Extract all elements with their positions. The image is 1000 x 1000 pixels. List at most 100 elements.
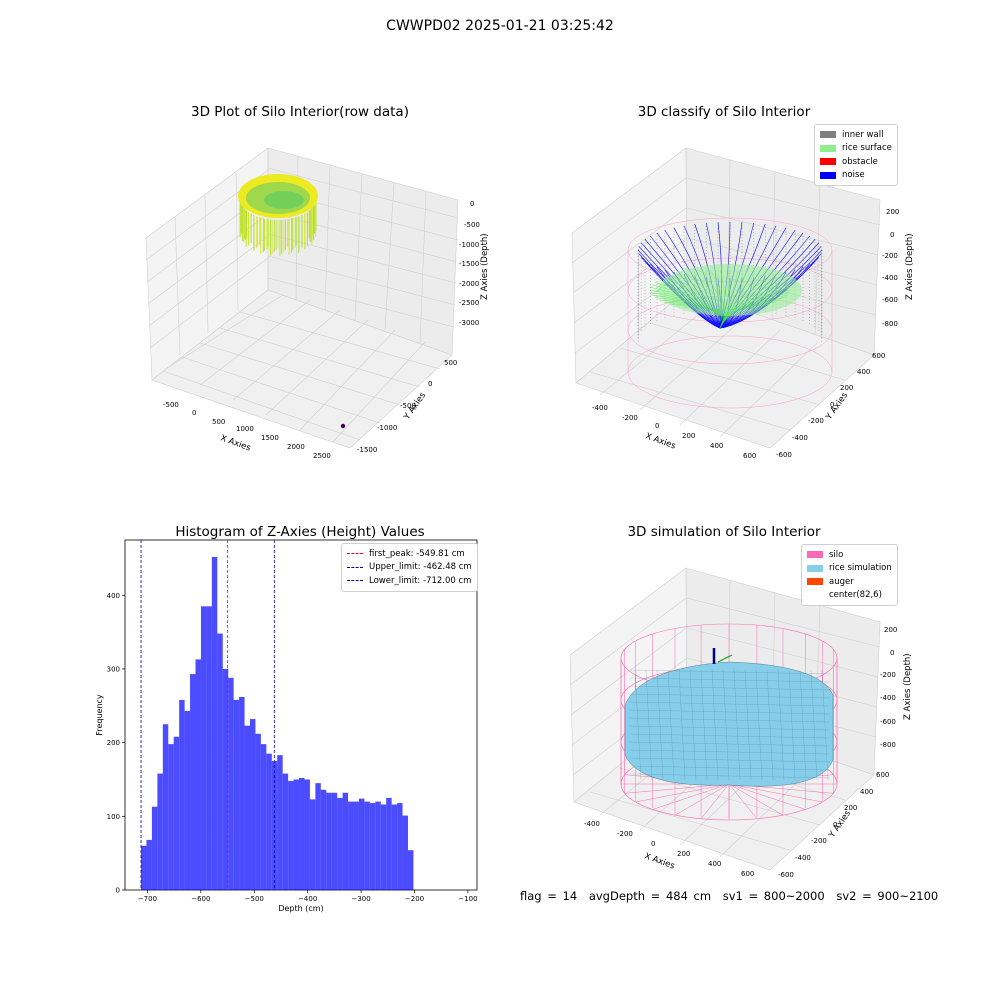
mesh-line <box>629 669 831 675</box>
y-tick: -600 <box>776 451 792 459</box>
histogram-bar <box>217 633 223 890</box>
legend-label: Upper_limit: -462.48 cm <box>369 562 472 573</box>
z-tick: -500 <box>464 221 480 229</box>
legend-label: auger <box>829 576 854 587</box>
y-tick: -600 <box>778 871 794 879</box>
histogram-bar <box>304 779 310 890</box>
histogram-bar <box>331 792 338 890</box>
z-tick: -2000 <box>459 280 479 288</box>
histogram-bar <box>353 801 359 890</box>
legend-item: auger <box>807 575 892 589</box>
legend-label: Lower_limit: -712.00 cm <box>369 575 472 586</box>
y-tick: -1000 <box>377 424 397 432</box>
histogram-bar <box>179 699 185 890</box>
legend-label: noise <box>842 170 865 181</box>
silo-floor-spoke <box>652 783 730 810</box>
x-tick: 500 <box>212 418 225 426</box>
legend-item: obstacle <box>820 155 892 169</box>
histogram-bar <box>358 798 365 890</box>
x-tick: 600 <box>741 870 754 878</box>
histogram-bar <box>206 606 212 890</box>
z-tick: -400 <box>880 694 896 702</box>
x-axis-label: X Axies <box>219 433 252 453</box>
z-tick: 200 <box>886 208 899 216</box>
mesh-line <box>689 669 697 781</box>
silo-floor-spoke <box>728 783 823 803</box>
histogram-bar <box>200 606 207 890</box>
histogram-bar <box>315 783 321 890</box>
x-tick: 400 <box>710 442 723 450</box>
z-tick: 0 <box>890 649 894 657</box>
histogram-bar <box>195 659 201 890</box>
y-tick: -1500 <box>357 446 377 454</box>
mesh-line <box>678 669 686 781</box>
silo-simulation <box>620 623 838 821</box>
legend-label: obstacle <box>842 156 878 167</box>
z-axis-label: Z Axies (Depth) <box>905 233 915 300</box>
legend-line <box>347 566 363 568</box>
legend-item: inner wall <box>820 128 892 142</box>
mesh-line <box>733 669 741 781</box>
x-tick: -400 <box>592 404 608 412</box>
histogram-bar <box>211 556 218 890</box>
legend-label: inner wall <box>842 129 884 140</box>
silo-floor-spoke <box>635 783 730 803</box>
histogram-bar <box>266 753 272 890</box>
histogram-bar <box>375 801 381 890</box>
panel4-3d-plot: -400 -200 0 200 400 600 600 400 200 0 -2… <box>569 567 913 879</box>
y-tick-label: 0 <box>116 887 120 895</box>
mesh-line <box>629 677 831 683</box>
legend-swatch <box>820 171 836 179</box>
histogram-bar <box>369 803 376 890</box>
z-tick: -3000 <box>459 319 479 327</box>
legend-item: center(82,6) <box>807 589 892 603</box>
x-tick-label: −600 <box>191 895 210 903</box>
mesh-line <box>629 765 831 771</box>
mesh-line <box>634 669 642 781</box>
histogram-bar <box>239 696 245 890</box>
histogram-bar <box>151 806 158 890</box>
mesh-line <box>766 669 774 781</box>
z-tick: -800 <box>880 741 896 749</box>
panel1-3d-plot: -500 0 500 1000 1500 2000 2500 500 0 -50… <box>145 147 490 460</box>
z-tick: 0 <box>470 200 474 208</box>
x-tick-label: −200 <box>405 895 424 903</box>
y-tick: -400 <box>795 854 811 862</box>
silo-floor-spoke <box>728 783 784 816</box>
mesh-line <box>821 669 829 781</box>
x-tick-label: −300 <box>351 895 370 903</box>
y-tick: 0 <box>833 821 837 829</box>
panel4-title: 3D simulation of Silo Interior <box>627 524 821 540</box>
y-tick-label: 300 <box>107 665 120 673</box>
panel1-title: 3D Plot of Silo Interior(row data) <box>191 104 409 120</box>
raw-point-cloud <box>238 174 346 429</box>
z-tick: -600 <box>882 296 898 304</box>
histogram-bar <box>233 699 240 890</box>
x-tick: 600 <box>743 452 756 460</box>
mesh-line <box>629 717 831 723</box>
x-axis-label: Depth (cm) <box>278 904 323 913</box>
histogram-bar <box>320 789 327 890</box>
mesh-line <box>755 669 763 781</box>
x-tick: 200 <box>677 850 690 858</box>
mesh-line <box>629 701 831 707</box>
histogram-bar <box>260 744 267 890</box>
figure-title: CWWPD02 2025-01-21 03:25:42 <box>386 18 614 34</box>
mesh-line <box>645 669 653 781</box>
avg-depth-text: avgDepth = 484 cm <box>588 889 712 903</box>
x-tick-label: −500 <box>245 895 264 903</box>
legend-line <box>347 553 363 555</box>
y-tick: -200 <box>811 837 827 845</box>
legend-swatch <box>820 144 836 152</box>
z-tick: -600 <box>880 718 896 726</box>
histogram-bar <box>228 677 234 890</box>
histogram-legend: first_peak: -549.81 cm Upper_limit: -462… <box>341 543 478 592</box>
histogram-bar <box>342 792 349 890</box>
y-tick: 500 <box>444 359 457 367</box>
x-tick-label: −700 <box>138 895 157 903</box>
histogram-chart: −700 −600 −500 −400 −300 −200 −100 0 100 200 300 4… <box>95 539 478 913</box>
legend-label: silo <box>829 549 844 560</box>
legend-label: first_peak: -549.81 cm <box>369 548 465 559</box>
mesh-line <box>629 685 831 691</box>
sv1-text: sv1 = 800~2000 <box>722 889 825 903</box>
